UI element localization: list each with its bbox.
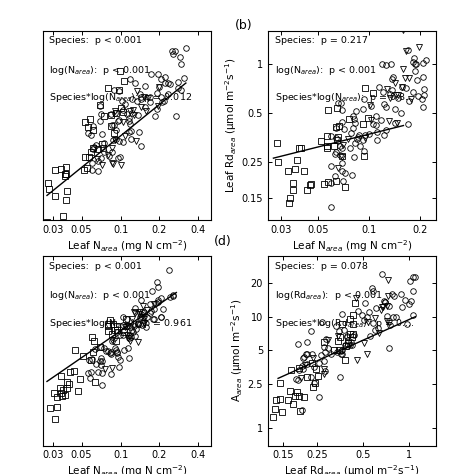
Text: Species*log(Rd$_{area}$):  p = 0....: Species*log(Rd$_{area}$): p = 0.... [274,317,414,329]
Text: Species:  p < 0.001: Species: p < 0.001 [49,36,142,46]
Text: Species*log(N$_{area}$):  p = 0.8...: Species*log(N$_{area}$): p = 0.8... [274,91,414,104]
X-axis label: Leaf N$_{area}$ (mg N cm$^{-2}$): Leaf N$_{area}$ (mg N cm$^{-2}$) [66,238,187,254]
Y-axis label: Leaf Rd$_{area}$ (μmol m$^{-2}$s$^{-1}$): Leaf Rd$_{area}$ (μmol m$^{-2}$s$^{-1}$) [223,58,238,193]
Text: log(Rd$_{area}$):  p < 0.001: log(Rd$_{area}$): p < 0.001 [274,289,382,302]
Text: Species:  p = 0.078: Species: p = 0.078 [274,262,367,271]
Text: Species*log(N$_{area}$):  p = 0.961: Species*log(N$_{area}$): p = 0.961 [49,317,192,329]
X-axis label: Leaf N$_{area}$ (mg N cm$^{-2}$): Leaf N$_{area}$ (mg N cm$^{-2}$) [292,238,412,254]
Text: (b): (b) [235,19,253,32]
Text: Species:  p = 0.217: Species: p = 0.217 [274,36,367,46]
Text: Species*log(N$_{area}$):  p = 0.012: Species*log(N$_{area}$): p = 0.012 [49,91,192,104]
X-axis label: Leaf Rd$_{area}$ (μmol m$^{-2}$s$^{-1}$): Leaf Rd$_{area}$ (μmol m$^{-2}$s$^{-1}$) [284,463,419,474]
Text: Species:  p < 0.001: Species: p < 0.001 [49,262,142,271]
Text: log(N$_{area}$):  p < 0.001: log(N$_{area}$): p < 0.001 [274,64,376,77]
X-axis label: Leaf N$_{area}$ (mg N cm$^{-2}$): Leaf N$_{area}$ (mg N cm$^{-2}$) [66,463,187,474]
Text: (d): (d) [214,235,232,247]
Y-axis label: A$_{area}$ (μmol m$^{-2}$s$^{-1}$): A$_{area}$ (μmol m$^{-2}$s$^{-1}$) [229,299,245,402]
Text: log(N$_{area}$):  p < 0.001: log(N$_{area}$): p < 0.001 [49,64,151,77]
Text: log(N$_{area}$):  p < 0.001: log(N$_{area}$): p < 0.001 [49,289,151,302]
